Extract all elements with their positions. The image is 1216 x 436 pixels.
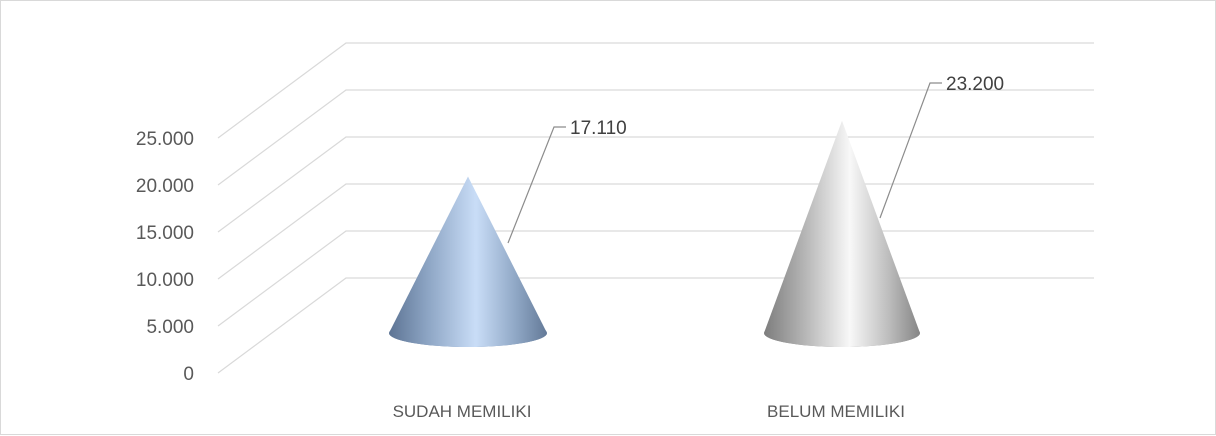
cone-belum-memiliki [764,120,920,347]
data-label-leader [507,126,566,244]
data-label: 23.200 [946,74,1004,95]
cone-body [389,176,547,347]
y-tick-label: 5.000 [146,317,194,338]
gridline [217,89,1094,186]
gridline [217,277,1094,374]
x-category-label: SUDAH MEMILIKI [393,402,532,421]
data-label: 17.110 [570,118,627,139]
y-tick-label: 20.000 [136,176,194,197]
y-tick-label: 0 [183,364,194,385]
x-category-label: BELUM MEMILIKI [767,402,905,421]
y-tick-label: 15.000 [136,223,194,244]
cone-sudah-memiliki [389,176,547,347]
gridline [217,42,1094,139]
data-label-leader [879,82,942,219]
cone-body [764,120,920,347]
y-tick-label: 25.000 [136,129,194,150]
y-tick-label: 10.000 [136,270,194,291]
